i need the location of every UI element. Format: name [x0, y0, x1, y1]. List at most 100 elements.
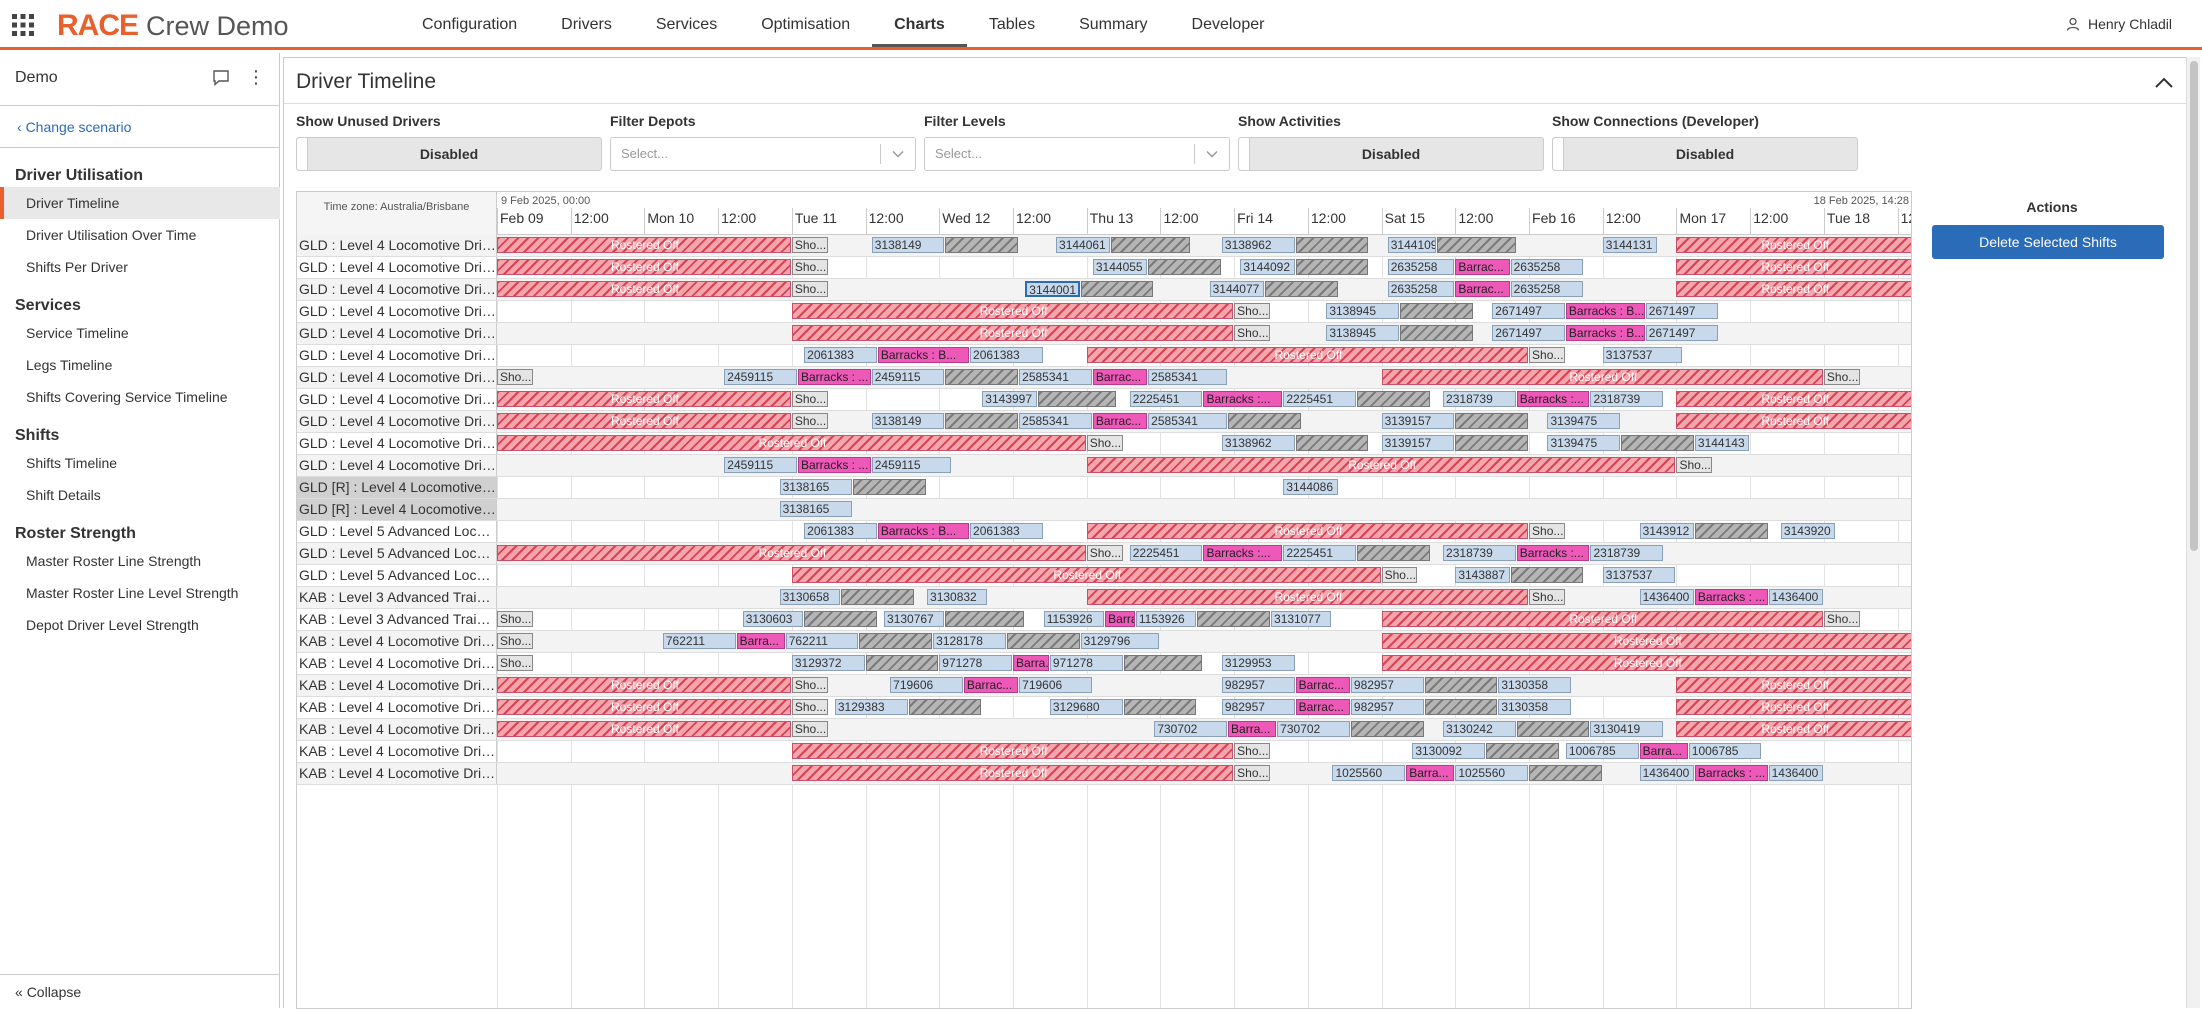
barracks-block[interactable]: Barracks :... [1203, 545, 1283, 561]
barracks-block[interactable]: Barracks :... [1516, 545, 1590, 561]
shift-block[interactable]: 3143920 [1780, 523, 1836, 539]
shift-block[interactable]: 1436400 [1639, 765, 1694, 781]
barracks-block[interactable]: Barracks : ... [798, 457, 871, 473]
show-block[interactable]: Sho... [497, 611, 533, 627]
show-block[interactable]: Sho... [1234, 743, 1271, 759]
barracks-block[interactable]: Barracks : B... [1565, 325, 1645, 341]
show-block[interactable]: Sho... [1529, 523, 1565, 539]
sidebar-item-shifts-covering-service-timeline[interactable]: Shifts Covering Service Timeline [26, 389, 228, 405]
barracks-block[interactable]: Barracks : B... [877, 523, 970, 539]
shift-block[interactable]: 2459115 [724, 457, 797, 473]
shift-block[interactable]: 3144131 [1602, 237, 1658, 253]
show-block[interactable]: Sho... [1086, 545, 1123, 561]
rostered-off-block[interactable]: Rostered Off [497, 699, 791, 715]
sidebar-item-shift-details[interactable]: Shift Details [26, 487, 101, 503]
shift-block[interactable]: 2635258 [1387, 281, 1455, 297]
barracks-block[interactable]: Barra... [1639, 743, 1688, 759]
barracks-block[interactable]: Barrac... [1092, 413, 1148, 429]
shift-block[interactable]: 2635258 [1510, 259, 1584, 275]
shift-block[interactable]: 3143912 [1639, 523, 1694, 539]
barracks-block[interactable]: Barrac... [963, 677, 1019, 693]
show-block[interactable]: Sho... [791, 259, 828, 275]
shift-block[interactable]: 3138962 [1221, 435, 1295, 451]
nav-charts[interactable]: Charts [872, 0, 967, 47]
driver-label[interactable]: GLD : Level 4 Locomotive Driver [297, 411, 497, 432]
show-block[interactable]: Sho... [791, 281, 828, 297]
shift-block[interactable]: 1436400 [1639, 589, 1694, 605]
show-block[interactable]: Sho... [1823, 611, 1860, 627]
rostered-off-block[interactable]: Rostered Off [1381, 611, 1823, 627]
nav-drivers[interactable]: Drivers [561, 16, 612, 33]
rostered-off-block[interactable]: Rostered Off [497, 259, 791, 275]
show-block[interactable]: Sho... [791, 413, 828, 429]
shift-block[interactable]: 3144061 [1056, 237, 1111, 253]
barracks-block[interactable]: Barra... [1228, 721, 1277, 737]
shift-block[interactable]: 2585341 [1148, 413, 1228, 429]
rostered-off-block[interactable]: Rostered Off [497, 435, 1086, 451]
barracks-block[interactable]: Barracks : ... [1694, 589, 1768, 605]
shift-block[interactable]: 2061383 [970, 347, 1043, 363]
sidebar-item-master-roster-line-level-strength[interactable]: Master Roster Line Level Strength [26, 585, 239, 601]
barracks-block[interactable]: Barracks : B... [1565, 303, 1645, 319]
comment-icon[interactable] [212, 69, 230, 87]
delete-selected-shifts-button[interactable]: Delete Selected Shifts [1932, 225, 2164, 259]
driver-label[interactable]: KAB : Level 4 Locomotive Driver [297, 631, 497, 652]
show-block[interactable]: Sho... [791, 391, 828, 407]
driver-label[interactable]: GLD : Level 4 Locomotive Driver [297, 455, 497, 476]
shift-block[interactable]: 3138165 [779, 479, 853, 495]
shift-block[interactable]: 2061383 [804, 523, 877, 539]
shift-block[interactable]: 2459115 [871, 369, 945, 385]
shift-block[interactable]: 2318739 [1590, 545, 1664, 561]
shift-block[interactable]: 3129383 [834, 699, 908, 715]
shift-block[interactable]: 3143887 [1455, 567, 1510, 583]
barracks-block[interactable]: Barrac... [1092, 369, 1148, 385]
show-block[interactable]: Sho... [497, 655, 533, 671]
shift-block[interactable]: 3139475 [1547, 435, 1621, 451]
driver-label[interactable]: KAB : Level 4 Locomotive Driver [297, 697, 497, 718]
shift-block[interactable]: 2318739 [1443, 391, 1516, 407]
driver-label[interactable]: KAB : Level 4 Locomotive Driver [297, 741, 497, 762]
rostered-off-block[interactable]: Rostered Off [1086, 523, 1529, 539]
show-block[interactable]: Sho... [791, 677, 828, 693]
shift-block[interactable]: 3130242 [1443, 721, 1516, 737]
shift-block[interactable]: 3144092 [1240, 259, 1295, 275]
rostered-off-block[interactable]: Rostered Off [1381, 369, 1823, 385]
shift-block[interactable]: 3130603 [742, 611, 804, 627]
change-scenario-link[interactable]: ‹ Change scenario [17, 119, 131, 135]
shift-block[interactable]: 971278 [939, 655, 1012, 671]
rostered-off-block[interactable]: Rostered Off [1676, 677, 1911, 693]
show-activities-toggle[interactable]: Disabled [1238, 137, 1544, 171]
driver-label[interactable]: GLD : Level 4 Locomotive Driver [297, 367, 497, 388]
chevron-up-icon[interactable] [2153, 72, 2175, 94]
show-unused-drivers-toggle[interactable]: Disabled [296, 137, 602, 171]
driver-label[interactable]: KAB : Level 3 Advanced Trainee... [297, 587, 497, 608]
rostered-off-block[interactable]: Rostered Off [791, 303, 1234, 319]
sidebar-item-shifts-timeline[interactable]: Shifts Timeline [26, 455, 118, 471]
driver-label[interactable]: GLD : Level 4 Locomotive Driver [297, 389, 497, 410]
nav-tables[interactable]: Tables [988, 16, 1036, 33]
rostered-off-block[interactable]: Rostered Off [791, 765, 1234, 781]
collapse-button[interactable]: « Collapse [15, 984, 81, 1000]
driver-label[interactable]: KAB : Level 4 Locomotive Driver [297, 763, 497, 784]
rostered-off-block[interactable]: Rostered Off [1086, 589, 1529, 605]
barracks-block[interactable]: Barracks : ... [1694, 765, 1768, 781]
shift-block[interactable]: 719606 [890, 677, 963, 693]
shift-block[interactable]: 1153926 [1043, 611, 1105, 627]
shift-block[interactable]: 3129796 [1080, 633, 1160, 649]
driver-label[interactable]: KAB : Level 4 Locomotive Driver [297, 653, 497, 674]
show-block[interactable]: Sho... [1234, 765, 1271, 781]
shift-block[interactable]: 3143997 [982, 391, 1037, 407]
driver-label[interactable]: GLD : Level 4 Locomotive Driver [297, 345, 497, 366]
driver-label[interactable]: KAB : Level 4 Locomotive Driver [297, 719, 497, 740]
shift-block[interactable]: 3130358 [1498, 677, 1572, 693]
shift-block[interactable]: 2225451 [1283, 391, 1357, 407]
shift-block[interactable]: 762211 [662, 633, 736, 649]
rostered-off-block[interactable]: Rostered Off [1676, 699, 1911, 715]
shift-block[interactable]: 2459115 [724, 369, 797, 385]
shift-block[interactable]: 3137537 [1602, 567, 1676, 583]
barracks-block[interactable]: Barracks : ... [798, 369, 871, 385]
barracks-block[interactable]: Barracks :... [1203, 391, 1283, 407]
show-block[interactable]: Sho... [1676, 457, 1713, 473]
rostered-off-block[interactable]: Rostered Off [497, 391, 791, 407]
shift-block[interactable]: 3130092 [1412, 743, 1486, 759]
